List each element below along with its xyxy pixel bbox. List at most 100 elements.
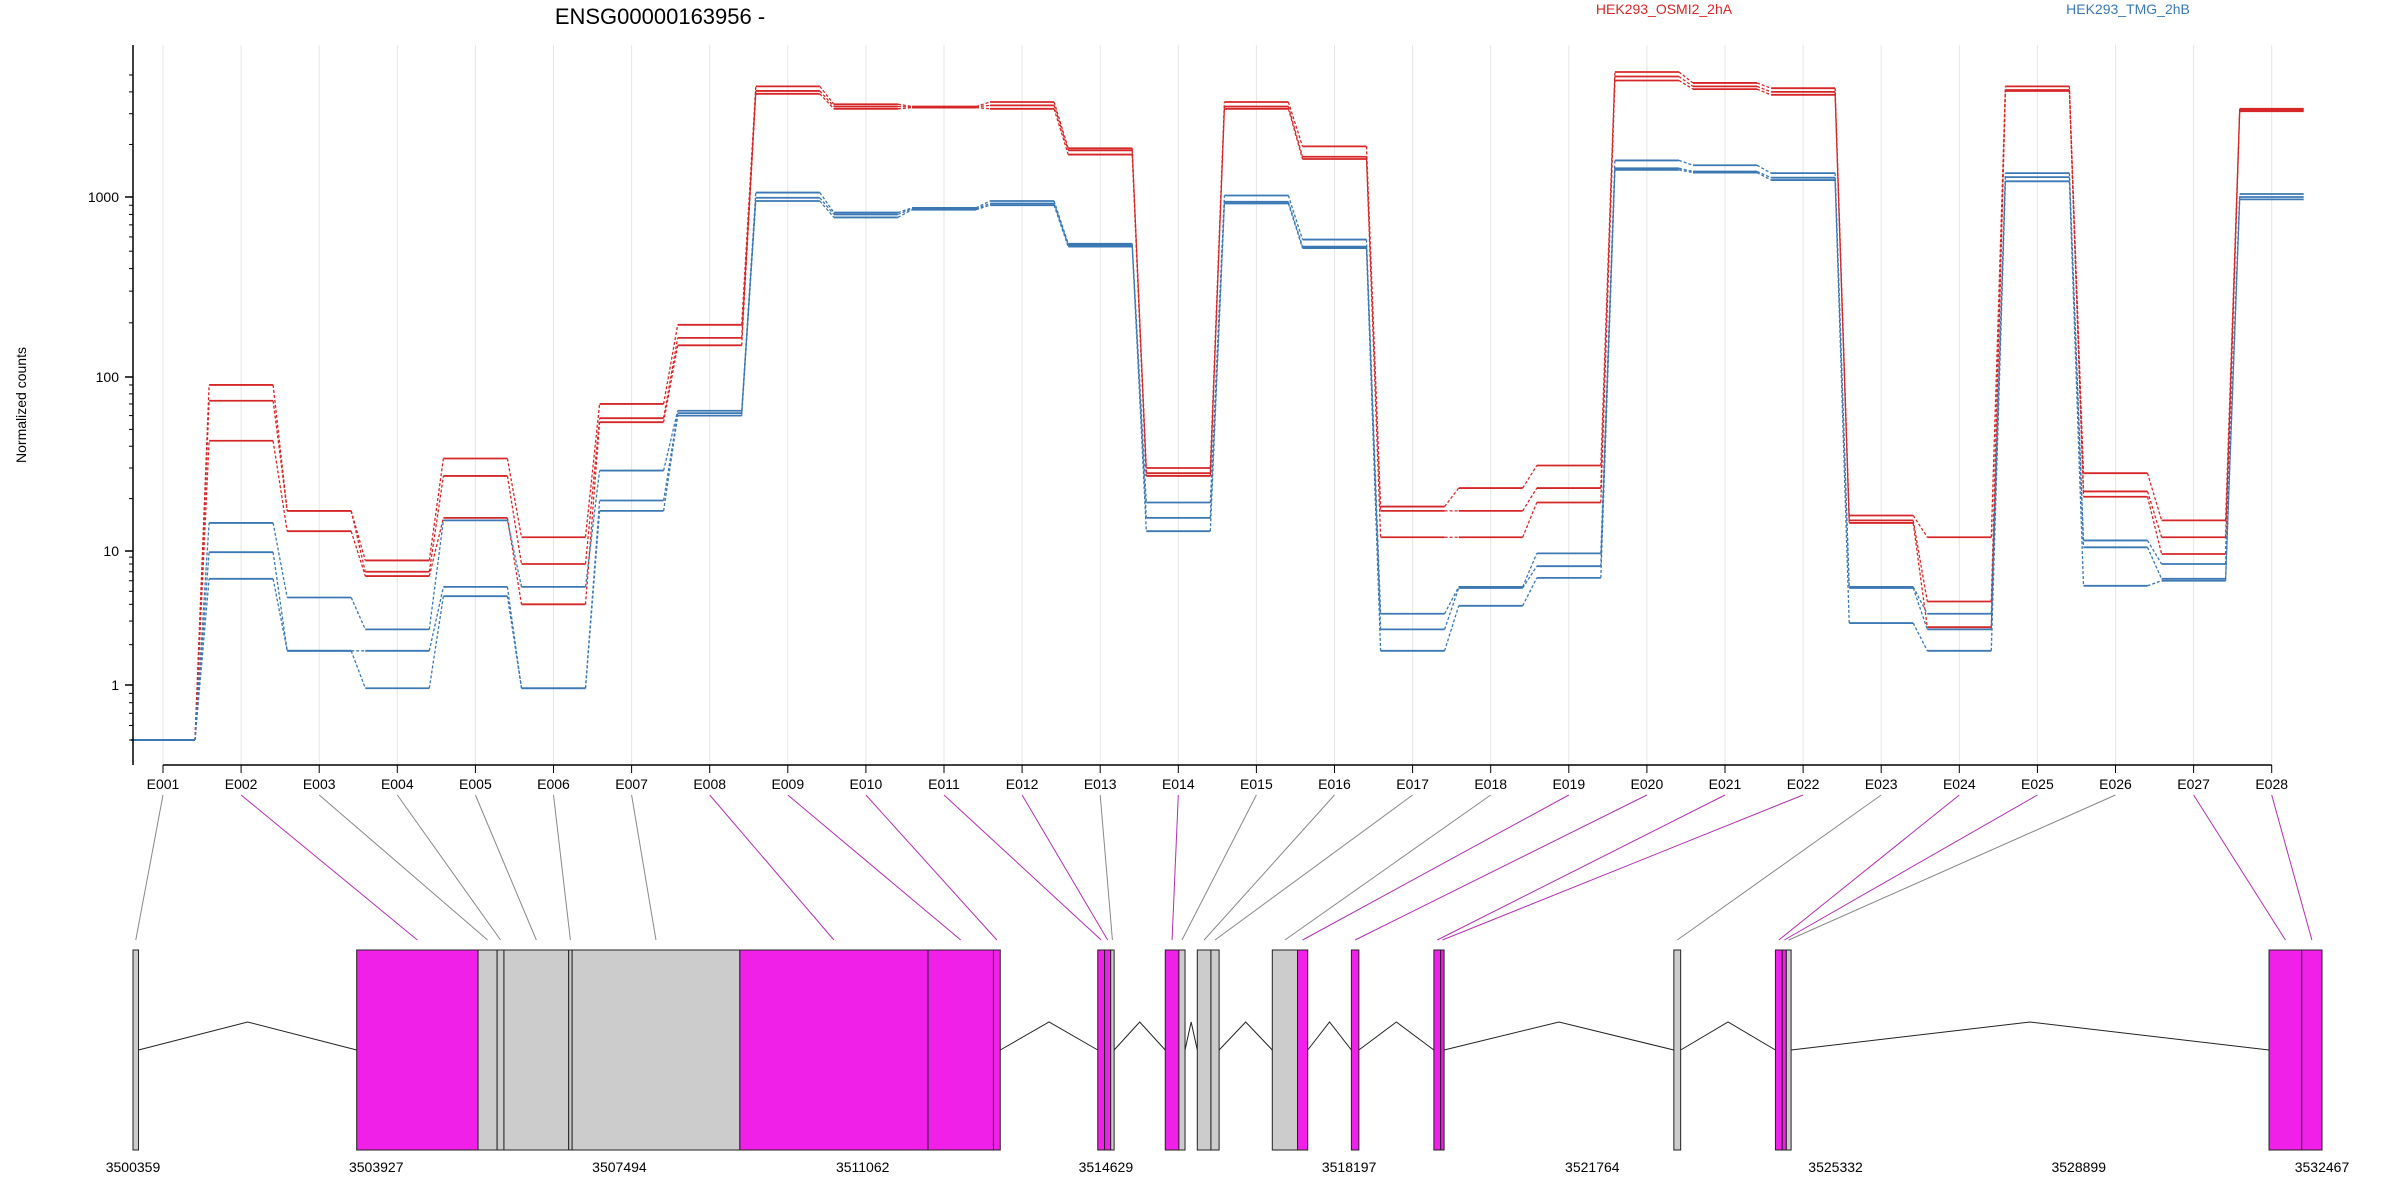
- exon-label-e005: E005: [459, 776, 492, 792]
- exon-label-e003: E003: [303, 776, 336, 792]
- exon-box-e013: [1110, 949, 1115, 1151]
- series-connector: [975, 106, 991, 110]
- series-connector: [428, 475, 445, 572]
- series-connector: [819, 197, 835, 215]
- connector-e026: [1788, 794, 2116, 941]
- connector-e007: [631, 794, 657, 941]
- series-connector: [1443, 587, 1460, 630]
- legend-entry-osmi2: HEK293_OSMI2_2hA: [1596, 1, 1733, 17]
- series-connector: [819, 93, 835, 110]
- exon-box-e019: [1297, 949, 1309, 1151]
- series-connector: [428, 520, 445, 630]
- y-tick-label-10: 10: [103, 543, 119, 559]
- series-connector: [584, 403, 601, 538]
- connector-e022: [1442, 794, 1804, 941]
- series-connector: [2068, 86, 2085, 474]
- exon-box-e014: [1164, 949, 1180, 1151]
- genomic-coordinate-3518197: 3518197: [1322, 1159, 1377, 1175]
- series-connector: [194, 440, 210, 741]
- series-connector: [1756, 85, 1772, 93]
- series-connector: [1756, 82, 1772, 89]
- series-connector: [1678, 159, 1694, 166]
- series-connector: [350, 597, 366, 630]
- series-connector: [1600, 169, 1616, 578]
- connector-e025: [1784, 794, 2038, 941]
- series-connector: [1287, 108, 1304, 160]
- genomic-coordinate-3514629: 3514629: [1079, 1159, 1134, 1175]
- series-connector: [2146, 491, 2163, 538]
- connector-e017: [1214, 794, 1413, 941]
- exon-label-e016: E016: [1318, 776, 1351, 792]
- series-connector: [350, 530, 366, 577]
- series-connector: [272, 384, 288, 511]
- series-connector: [975, 202, 991, 210]
- exon-label-e006: E006: [537, 776, 570, 792]
- exon-box-e017: [1210, 949, 1220, 1151]
- connector-e023: [1676, 794, 1882, 941]
- lines-layer: [131, 71, 2304, 741]
- exon-label-e012: E012: [1006, 776, 1039, 792]
- y-tick-label-1: 1: [111, 677, 119, 693]
- series-connector: [897, 209, 913, 219]
- series-connector: [1756, 172, 1772, 181]
- exon-box-e008: [739, 949, 929, 1151]
- exon-label-e027: E027: [2177, 776, 2210, 792]
- exon-box-e020: [1350, 949, 1360, 1151]
- series-connector: [2146, 496, 2163, 555]
- genomic-coordinate-3511062: 3511062: [836, 1159, 890, 1175]
- genomic-coordinate-3507494: 3507494: [592, 1159, 647, 1175]
- exon-label-e007: E007: [615, 776, 648, 792]
- exon-box-e003: [477, 949, 498, 1151]
- genomic-coordinate-3528899: 3528899: [2051, 1159, 2106, 1175]
- connector-e027: [2193, 794, 2286, 941]
- exon-box-e028: [2301, 949, 2323, 1151]
- series-connector: [272, 522, 288, 598]
- exon-box-e022: [1440, 949, 1445, 1151]
- series-connector: [584, 470, 601, 587]
- series-connector: [428, 586, 445, 651]
- series-connector: [1209, 106, 1226, 474]
- connector-e028: [2271, 794, 2313, 941]
- series-connector: [1287, 101, 1304, 147]
- intron-line: [1218, 1021, 1273, 1051]
- series-connector: [2147, 580, 2162, 587]
- series-connector: [1912, 586, 1928, 615]
- series-connector: [1131, 243, 1147, 503]
- series-b-5: [131, 168, 2304, 741]
- series-connector: [2146, 540, 2163, 565]
- legend-entry-tmg: HEK293_TMG_2hB: [2066, 1, 2190, 17]
- series-connector: [1912, 587, 1928, 630]
- intron-line: [1443, 1021, 1674, 1051]
- exon-label-e024: E024: [1943, 776, 1976, 792]
- exon-label-e018: E018: [1474, 776, 1507, 792]
- series-connector: [1053, 101, 1069, 149]
- series-connector: [428, 596, 445, 689]
- connectors-layer: [135, 794, 2313, 941]
- intron-line: [138, 1021, 357, 1051]
- connector-e013: [1099, 794, 1113, 941]
- series-connector: [1912, 622, 1928, 652]
- series-connector: [584, 418, 601, 565]
- series-connector: [1990, 181, 2007, 651]
- connector-e011: [943, 794, 1102, 941]
- chart-title: ENSG00000163956 -: [555, 4, 765, 29]
- exon-box-e002: [356, 949, 479, 1151]
- series-connector: [662, 345, 679, 423]
- series-connector: [1678, 169, 1694, 174]
- exon-label-e008: E008: [693, 776, 726, 792]
- series-connector: [1287, 203, 1304, 249]
- series-connector: [506, 596, 523, 689]
- series-connector: [1834, 180, 1850, 624]
- connector-e010: [865, 794, 998, 941]
- intron-line: [1358, 1021, 1435, 1051]
- series-connector: [1443, 605, 1460, 651]
- series-connector: [1756, 164, 1772, 174]
- intron-line: [1307, 1021, 1352, 1051]
- series-connector: [350, 650, 366, 689]
- exon-label-e009: E009: [771, 776, 804, 792]
- exon-box-e018: [1271, 949, 1299, 1151]
- series-connector: [272, 440, 288, 532]
- intron-line: [1791, 1021, 2270, 1051]
- exon-label-e014: E014: [1162, 776, 1195, 792]
